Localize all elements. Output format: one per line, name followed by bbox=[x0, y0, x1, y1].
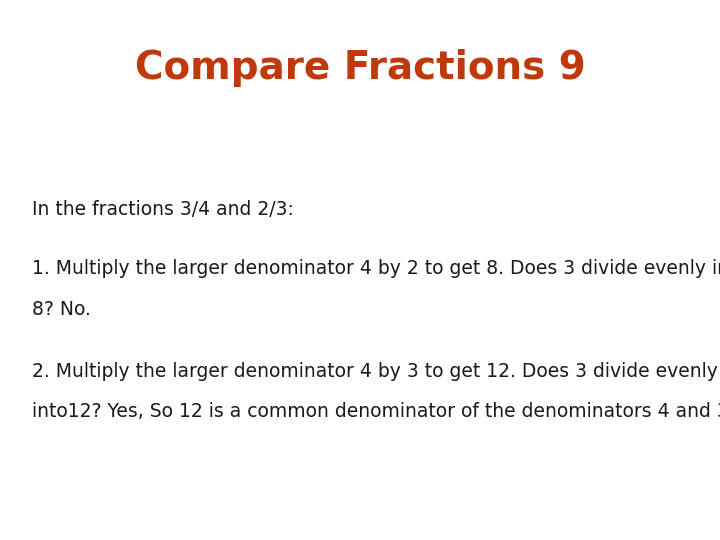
Text: In the fractions 3/4 and 2/3:: In the fractions 3/4 and 2/3: bbox=[32, 200, 294, 219]
Text: 2. Multiply the larger denominator 4 by 3 to get 12. Does 3 divide evenly: 2. Multiply the larger denominator 4 by … bbox=[32, 362, 719, 381]
Text: into12? Yes, So 12 is a common denominator of the denominators 4 and 3.: into12? Yes, So 12 is a common denominat… bbox=[32, 402, 720, 421]
Text: Compare Fractions 9: Compare Fractions 9 bbox=[135, 49, 585, 86]
Text: 8? No.: 8? No. bbox=[32, 300, 91, 319]
Text: 1. Multiply the larger denominator 4 by 2 to get 8. Does 3 divide evenly into: 1. Multiply the larger denominator 4 by … bbox=[32, 259, 720, 278]
